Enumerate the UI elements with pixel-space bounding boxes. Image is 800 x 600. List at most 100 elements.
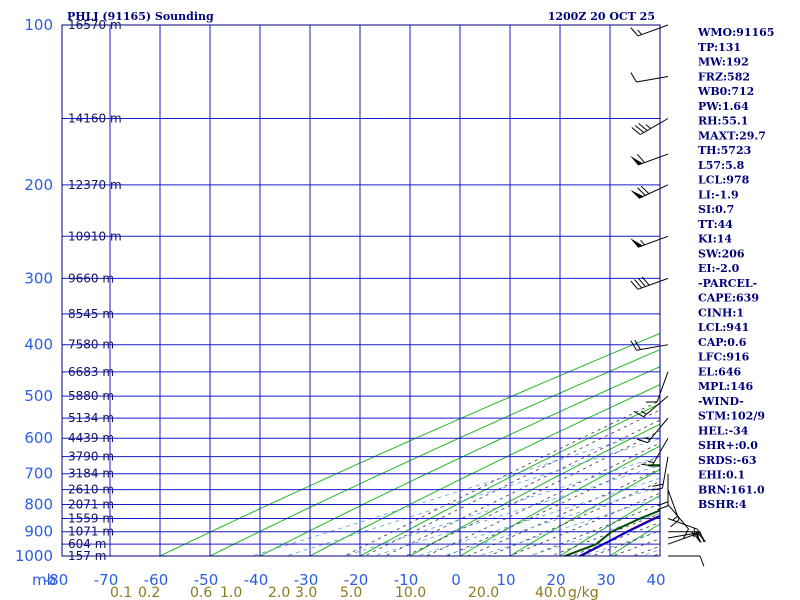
sounding-index-value: MW:192 <box>698 56 749 69</box>
wind-barb-feather <box>634 279 643 289</box>
sounding-index-value: BSHR:4 <box>698 498 747 511</box>
wind-barb-feather <box>630 72 637 83</box>
wind-barb-feather <box>697 532 706 542</box>
wind-barb-staff <box>656 371 669 403</box>
mixing-ratio-label: 3.0 <box>295 585 317 600</box>
dry-adiabat-line <box>559 494 660 556</box>
mixing-ratio-label: 0.6 <box>190 585 212 600</box>
plot-frame <box>61 24 661 557</box>
pressure-unit-label: mb <box>32 571 56 589</box>
sounding-index-value: EI:-2.0 <box>698 262 740 275</box>
moist-adiabat-line <box>508 492 660 556</box>
wind-barb-feather <box>657 501 669 507</box>
height-label: 2610 m <box>68 483 114 497</box>
wind-barb-feather <box>636 153 645 163</box>
wind-barb-half-feather <box>640 239 645 246</box>
sounding-index-value: LI:-1.9 <box>698 188 739 201</box>
sounding-index-value: CAP:0.6 <box>698 336 747 349</box>
sounding-index-value: LFC:916 <box>698 351 750 364</box>
sounding-time: 1200Z 20 OCT 25 <box>548 10 655 23</box>
moist-adiabat-line <box>590 530 660 556</box>
sounding-index-value: LCL:978 <box>698 174 750 187</box>
sounding-index-value: CAPE:639 <box>698 292 759 305</box>
sounding-index-value: WMO:91165 <box>697 26 774 39</box>
temperature-tick-label: -70 <box>94 571 119 589</box>
height-label: 10910 m <box>68 229 122 243</box>
mixing-ratio-line <box>284 438 660 556</box>
wind-barb-feather <box>631 127 641 135</box>
wind-barb <box>630 339 669 351</box>
sounding-index-value: -WIND- <box>698 395 744 408</box>
wind-barb-staff <box>637 153 669 166</box>
sounding-index-value: LCL:941 <box>698 321 749 334</box>
wind-barb-half-feather <box>644 437 651 441</box>
dry-adiabat-line <box>796 25 800 567</box>
wind-barb-half-feather <box>693 534 699 540</box>
dry-adiabat-line <box>609 523 660 556</box>
temperature-tick-label: 40 <box>646 571 665 589</box>
temperature-tick-label: -40 <box>244 571 269 589</box>
wind-barb-half-feather <box>645 124 651 129</box>
sounding-index-value: SRDS:-63 <box>698 454 757 467</box>
mixing-ratio-label: 5.0 <box>340 585 362 600</box>
sounding-index-value: TT:44 <box>698 218 733 231</box>
wind-barb-feather <box>633 410 644 418</box>
pressure-tick-label: 400 <box>24 336 53 354</box>
temperature-tick-label: -60 <box>144 571 169 589</box>
dry-adiabat-line <box>258 366 660 556</box>
dry-adiabat-line <box>158 332 660 556</box>
wind-barb-staff <box>637 235 669 248</box>
height-label: 3184 m <box>68 467 114 481</box>
wind-barb <box>667 489 680 528</box>
temperature-tick-label: -80 <box>44 571 69 589</box>
sounding-index-value: SHR+:0.0 <box>698 439 758 452</box>
height-label: 5880 m <box>68 389 114 403</box>
mixing-ratio-label: g/kg <box>568 585 599 600</box>
dry-adiabat-line <box>509 469 660 556</box>
wind-barb-staff <box>667 531 700 539</box>
sounding-index-value: FRZ:582 <box>698 70 750 83</box>
height-label: 6683 m <box>68 365 114 379</box>
height-label: 2071 m <box>68 498 114 512</box>
mixing-ratio-label: 10.0 <box>395 585 426 600</box>
mixing-ratio-label: 1.0 <box>220 585 242 600</box>
temperature-tick-label: -20 <box>344 571 369 589</box>
mixing-ratio-line <box>343 455 660 556</box>
moist-adiabat-line <box>363 409 660 556</box>
wind-barb-flag <box>630 190 644 199</box>
mixing-ratio-label: 0.1 <box>110 585 132 600</box>
sounding-index-value: -PARCEL- <box>698 277 757 290</box>
wind-barb-feather <box>630 27 639 37</box>
temperature-tick-label: 20 <box>546 571 565 589</box>
moist-adiabat-line <box>549 513 660 556</box>
sounding-index-value: MAXT:29.7 <box>698 129 766 142</box>
sounding-index-value: WB0:712 <box>697 85 754 98</box>
pressure-tick-label: 500 <box>24 387 53 405</box>
wind-barb-staff <box>661 456 669 489</box>
moist-adiabat-line <box>404 430 660 556</box>
wind-barb-flag <box>630 238 643 248</box>
height-label: 5134 m <box>68 411 114 425</box>
wind-barb <box>630 153 669 166</box>
pressure-tick-label: 900 <box>24 523 53 541</box>
wind-barb-feather <box>634 339 641 350</box>
temperature-tick-label: -30 <box>294 571 319 589</box>
wind-barb-staff <box>667 532 699 545</box>
mixing-ratio-label: 0.2 <box>138 585 160 600</box>
dry-adiabat-line <box>208 349 660 556</box>
sounding-index-value: EHI:0.1 <box>698 469 745 482</box>
height-label: 7580 m <box>68 338 114 352</box>
wind-barb <box>667 504 690 539</box>
dry-adiabat-line <box>358 403 660 556</box>
mixing-ratio-label: 2.0 <box>268 585 290 600</box>
wind-barb-half-feather <box>691 531 695 538</box>
temperature-tick-label: -50 <box>194 571 219 589</box>
height-label: 1071 m <box>68 525 114 539</box>
wind-barb-feather <box>695 532 702 543</box>
height-label: 12370 m <box>68 178 122 192</box>
sounding-index-value: TH:5723 <box>698 144 751 157</box>
sounding-index-value: MPL:146 <box>698 380 754 393</box>
sounding-index-value: SW:206 <box>698 247 745 260</box>
temperature-trace <box>579 514 660 556</box>
